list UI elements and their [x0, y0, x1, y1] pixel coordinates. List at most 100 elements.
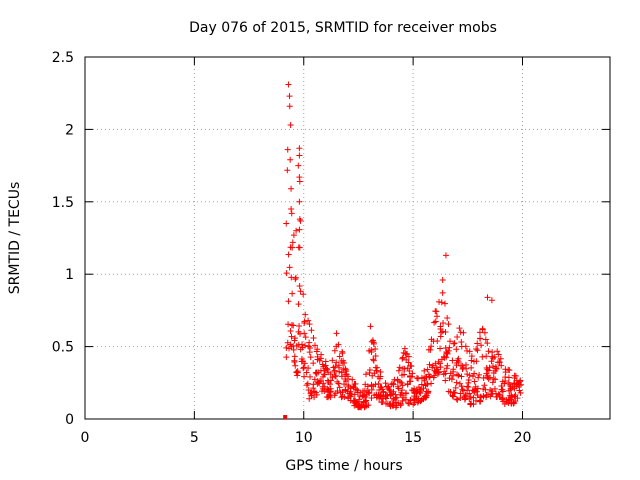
data-point	[435, 369, 442, 376]
data-point	[329, 374, 336, 381]
data-point	[448, 376, 455, 383]
data-point	[464, 347, 471, 354]
data-point	[437, 345, 444, 352]
data-point	[288, 210, 295, 217]
start-marker	[283, 415, 288, 419]
data-point	[402, 350, 409, 357]
data-point	[375, 380, 382, 387]
data-point	[313, 391, 320, 398]
data-point	[287, 327, 294, 334]
data-point	[349, 376, 356, 383]
data-point	[479, 326, 486, 333]
data-point	[301, 330, 308, 337]
x-tick-label: 20	[514, 430, 532, 446]
data-point	[300, 364, 307, 371]
data-point	[289, 239, 296, 246]
data-point	[296, 244, 303, 251]
data-point	[467, 400, 474, 407]
data-point	[480, 385, 487, 392]
data-point	[440, 319, 447, 326]
data-point	[407, 362, 414, 369]
data-point	[363, 388, 370, 395]
data-point	[481, 329, 488, 336]
data-point	[341, 381, 348, 388]
data-point	[496, 359, 503, 366]
data-point	[505, 366, 512, 373]
data-point	[450, 366, 457, 373]
data-point	[474, 340, 481, 347]
data-point	[460, 329, 467, 336]
data-point	[290, 346, 297, 353]
data-point	[304, 380, 311, 387]
data-point	[292, 362, 299, 369]
data-point	[288, 333, 295, 340]
data-point	[380, 389, 387, 396]
data-point	[431, 372, 438, 379]
data-point	[285, 298, 292, 305]
data-point	[495, 351, 502, 358]
data-point	[505, 374, 512, 381]
data-point	[382, 380, 389, 387]
data-point	[285, 321, 292, 328]
data-point	[477, 335, 484, 342]
data-point	[484, 340, 491, 347]
data-point	[476, 371, 483, 378]
data-point	[336, 368, 343, 375]
data-point	[401, 345, 408, 352]
data-point	[286, 264, 293, 271]
data-point	[341, 394, 348, 401]
data-point	[340, 366, 347, 373]
data-point	[416, 388, 423, 395]
data-point	[450, 372, 457, 379]
data-point	[383, 383, 390, 390]
data-point	[379, 399, 386, 406]
data-point	[458, 383, 465, 390]
data-point	[479, 353, 486, 360]
data-point	[517, 389, 524, 396]
data-point	[296, 178, 303, 185]
chart-title: Day 076 of 2015, SRMTID for receiver mob…	[189, 20, 497, 36]
data-point	[488, 297, 495, 304]
data-point	[310, 334, 317, 341]
data-point	[473, 358, 480, 365]
data-point	[425, 388, 432, 395]
data-point	[372, 381, 379, 388]
data-point	[283, 354, 290, 361]
data-point	[442, 370, 449, 377]
data-point	[287, 156, 294, 163]
data-point	[466, 372, 473, 379]
data-point	[406, 400, 413, 407]
data-point	[403, 390, 410, 397]
grid-lines	[85, 57, 610, 419]
data-point	[284, 167, 291, 174]
data-point	[442, 328, 449, 335]
x-axis-label: GPS time / hours	[285, 458, 402, 474]
data-point	[285, 251, 292, 258]
data-point	[443, 365, 450, 372]
data-point	[465, 384, 472, 391]
data-point	[482, 336, 489, 343]
data-point	[396, 364, 403, 371]
data-point	[324, 366, 331, 373]
data-point	[395, 367, 402, 374]
data-point	[323, 365, 330, 372]
data-point	[295, 301, 302, 308]
data-point	[418, 381, 425, 388]
data-point	[399, 382, 406, 389]
data-point	[437, 364, 444, 371]
data-point	[393, 394, 400, 401]
data-point	[338, 369, 345, 376]
data-point	[417, 398, 424, 405]
data-point	[411, 389, 418, 396]
data-point	[370, 356, 377, 363]
data-point	[447, 388, 454, 395]
data-point	[489, 390, 496, 397]
data-point	[370, 340, 377, 347]
data-point	[446, 344, 453, 351]
data-point	[450, 393, 457, 400]
data-point	[468, 364, 475, 371]
data-point	[424, 381, 431, 388]
data-point	[405, 400, 412, 407]
data-point	[506, 392, 513, 399]
data-point	[481, 382, 488, 389]
